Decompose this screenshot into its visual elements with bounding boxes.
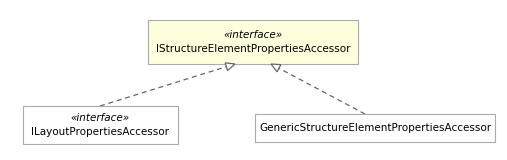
Polygon shape: [271, 64, 281, 72]
Bar: [255, 114, 495, 142]
Text: IStructureElementPropertiesAccessor: IStructureElementPropertiesAccessor: [156, 44, 350, 54]
Bar: [148, 20, 358, 64]
Text: ILayoutPropertiesAccessor: ILayoutPropertiesAccessor: [31, 127, 169, 137]
Bar: [22, 106, 177, 144]
Text: «interface»: «interface»: [70, 113, 130, 123]
Text: GenericStructureElementPropertiesAccessor: GenericStructureElementPropertiesAccesso…: [259, 123, 491, 133]
Text: «interface»: «interface»: [224, 30, 282, 40]
Polygon shape: [225, 63, 235, 71]
